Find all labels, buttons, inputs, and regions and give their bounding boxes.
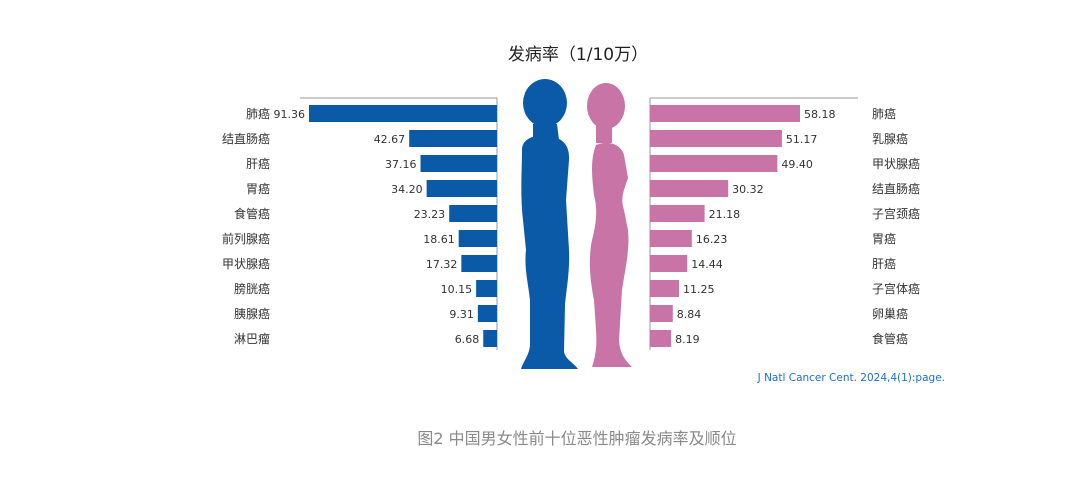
female-value-label: 11.25 xyxy=(683,283,715,296)
male-category-label: 膀胱癌 xyxy=(234,281,270,296)
chart-title: 发病率（1/10万） xyxy=(508,45,648,65)
male-category-label: 结直肠癌 xyxy=(222,131,270,146)
female-category-label: 肺癌 xyxy=(872,106,896,121)
female-value-label: 8.84 xyxy=(677,308,702,321)
female-series: 58.18 肺癌 51.17 乳腺癌 49.40 甲状腺癌 30.32 结直肠癌 21.18 子宫… xyxy=(650,105,920,347)
female-value-label: 30.32 xyxy=(732,183,764,196)
female-bar xyxy=(650,205,705,222)
male-value-label: 6.68 xyxy=(455,333,480,346)
male-bar xyxy=(483,330,497,347)
male-category-label: 肺癌 xyxy=(246,106,270,121)
female-category-label: 乳腺癌 xyxy=(872,131,908,146)
female-silhouette-icon xyxy=(587,83,632,367)
male-value-label: 42.67 xyxy=(374,133,406,146)
male-bar xyxy=(409,130,497,147)
male-category-label: 淋巴瘤 xyxy=(234,331,270,346)
male-category-label: 胃癌 xyxy=(246,181,270,196)
female-bar xyxy=(650,180,729,197)
female-category-label: 胃癌 xyxy=(872,231,896,246)
male-value-label: 23.23 xyxy=(414,208,446,221)
figure-caption: 图2 中国男女性前十位恶性肿瘤发病率及顺位 xyxy=(417,429,736,448)
female-bar xyxy=(650,155,778,172)
male-category-label: 前列腺癌 xyxy=(222,231,270,246)
female-category-label: 卵巢癌 xyxy=(872,306,908,321)
male-bar xyxy=(461,255,497,272)
male-value-label: 10.15 xyxy=(441,283,473,296)
male-category-label: 食管癌 xyxy=(234,206,270,221)
male-bar xyxy=(309,105,497,122)
male-value-label: 17.32 xyxy=(426,258,458,271)
female-bar xyxy=(650,130,782,147)
male-value-label: 9.31 xyxy=(449,308,474,321)
male-value-label: 37.16 xyxy=(385,158,417,171)
male-value-label: 18.61 xyxy=(423,233,455,246)
female-category-label: 肝癌 xyxy=(872,256,896,271)
source-citation: J Natl Cancer Cent. 2024,4(1):page. xyxy=(757,372,945,384)
male-bar xyxy=(477,305,497,322)
male-value-label: 91.36 xyxy=(274,108,306,121)
male-category-label: 肝癌 xyxy=(246,156,270,171)
female-value-label: 58.18 xyxy=(804,108,836,121)
female-bar xyxy=(650,305,673,322)
male-series: 91.36 肺癌 42.67 结直肠癌 37.16 肝癌 34.20 胃癌 23.23 食管癌 18… xyxy=(222,105,497,347)
male-value-label: 34.20 xyxy=(391,183,423,196)
male-bar xyxy=(426,180,497,197)
male-bar xyxy=(476,280,497,297)
female-value-label: 16.23 xyxy=(696,233,728,246)
female-value-label: 14.44 xyxy=(691,258,723,271)
female-category-label: 甲状腺癌 xyxy=(872,156,920,171)
male-bar xyxy=(420,155,497,172)
female-bar xyxy=(650,330,672,347)
female-bar xyxy=(650,230,692,247)
female-category-label: 结直肠癌 xyxy=(872,181,920,196)
female-value-label: 49.40 xyxy=(781,158,813,171)
male-bar xyxy=(449,205,497,222)
male-bar xyxy=(458,230,497,247)
male-silhouette-icon xyxy=(521,79,578,369)
female-bar xyxy=(650,280,680,297)
female-value-label: 8.19 xyxy=(675,333,700,346)
female-bar xyxy=(650,105,800,122)
male-category-label: 胰腺癌 xyxy=(234,306,270,321)
female-category-label: 子宫颈癌 xyxy=(872,206,920,221)
female-category-label: 食管癌 xyxy=(872,331,908,346)
male-category-label: 甲状腺癌 xyxy=(222,256,270,271)
female-bar xyxy=(650,255,688,272)
female-category-label: 子宫体癌 xyxy=(872,281,920,296)
female-value-label: 21.18 xyxy=(709,208,741,221)
female-value-label: 51.17 xyxy=(786,133,818,146)
